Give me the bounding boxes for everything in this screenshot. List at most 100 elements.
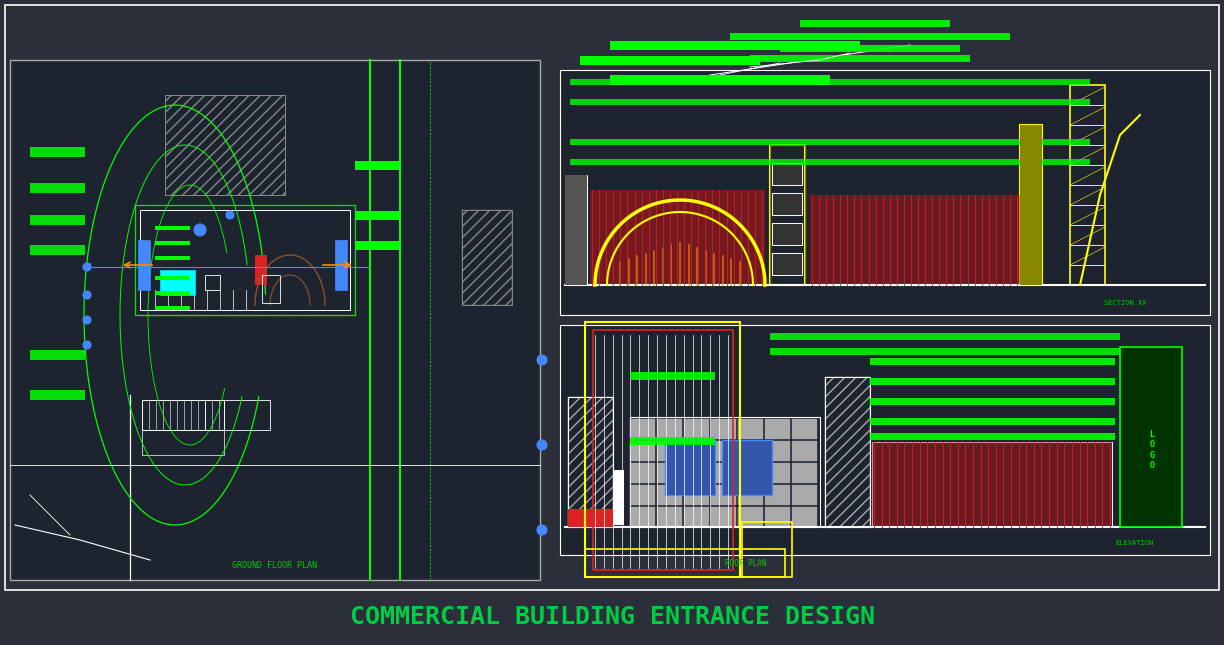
- Bar: [738, 507, 763, 527]
- Bar: [711, 419, 736, 439]
- Bar: [610, 75, 830, 85]
- Bar: [722, 440, 772, 495]
- Bar: [461, 210, 512, 305]
- Bar: [770, 145, 805, 285]
- Circle shape: [193, 224, 206, 236]
- Text: L
O
G
O: L O G O: [1149, 430, 1154, 470]
- Bar: [871, 442, 1111, 527]
- Bar: [580, 56, 760, 65]
- Bar: [585, 322, 741, 577]
- Bar: [561, 70, 1211, 315]
- Bar: [1020, 125, 1042, 285]
- Bar: [870, 418, 1115, 425]
- Bar: [738, 441, 763, 461]
- Bar: [570, 79, 1091, 85]
- Bar: [711, 441, 736, 461]
- Bar: [355, 241, 400, 250]
- Bar: [770, 333, 1120, 340]
- Bar: [138, 240, 151, 290]
- Bar: [155, 276, 190, 280]
- Bar: [630, 485, 655, 505]
- Bar: [561, 325, 1211, 555]
- Bar: [870, 358, 1115, 365]
- Bar: [684, 441, 709, 461]
- Bar: [135, 205, 355, 315]
- Bar: [772, 223, 802, 245]
- Text: GROUND FLOOR PLAN: GROUND FLOOR PLAN: [233, 561, 317, 570]
- Bar: [142, 430, 224, 455]
- Bar: [770, 145, 805, 285]
- Bar: [630, 437, 715, 445]
- Bar: [772, 253, 802, 275]
- Bar: [610, 41, 860, 50]
- Text: ROOF PLAN: ROOF PLAN: [725, 559, 766, 568]
- Text: SECTION XX: SECTION XX: [1104, 300, 1146, 306]
- Bar: [871, 442, 1111, 527]
- Bar: [657, 507, 682, 527]
- Bar: [155, 256, 190, 260]
- Bar: [565, 175, 588, 285]
- Circle shape: [83, 316, 91, 324]
- Bar: [870, 398, 1115, 405]
- Circle shape: [537, 525, 547, 535]
- Bar: [561, 325, 1211, 555]
- Bar: [461, 210, 512, 305]
- Bar: [568, 509, 613, 527]
- Bar: [630, 507, 655, 527]
- Bar: [335, 240, 346, 290]
- Bar: [730, 33, 1010, 40]
- Bar: [742, 522, 792, 577]
- Bar: [684, 485, 709, 505]
- Bar: [630, 463, 655, 483]
- Bar: [590, 190, 765, 285]
- Bar: [657, 441, 682, 461]
- Text: COMMERCIAL BUILDING ENTRANCE DESIGN: COMMERCIAL BUILDING ENTRANCE DESIGN: [350, 605, 874, 629]
- Circle shape: [537, 355, 547, 365]
- Bar: [738, 485, 763, 505]
- Bar: [155, 226, 190, 230]
- Bar: [31, 350, 84, 360]
- Bar: [570, 139, 1091, 145]
- Bar: [711, 507, 736, 527]
- Bar: [792, 441, 816, 461]
- Bar: [765, 485, 789, 505]
- Bar: [665, 440, 715, 495]
- Bar: [10, 60, 540, 580]
- Bar: [592, 330, 733, 570]
- Bar: [255, 255, 267, 285]
- Bar: [657, 463, 682, 483]
- Bar: [800, 20, 950, 27]
- Bar: [155, 306, 190, 310]
- Bar: [135, 205, 355, 315]
- Bar: [565, 175, 588, 285]
- Bar: [568, 397, 613, 527]
- Bar: [31, 147, 84, 157]
- Bar: [1020, 125, 1042, 285]
- Bar: [630, 417, 820, 527]
- Bar: [155, 241, 190, 245]
- Bar: [825, 377, 870, 527]
- Circle shape: [83, 341, 91, 349]
- Bar: [31, 215, 84, 225]
- Bar: [355, 161, 400, 170]
- Bar: [165, 95, 285, 195]
- Bar: [31, 245, 84, 255]
- Bar: [355, 211, 400, 220]
- Bar: [765, 441, 789, 461]
- Bar: [684, 419, 709, 439]
- Bar: [1120, 347, 1182, 527]
- Bar: [630, 441, 655, 461]
- Bar: [684, 463, 709, 483]
- Bar: [31, 390, 84, 400]
- Bar: [765, 463, 789, 483]
- Bar: [142, 400, 224, 430]
- Bar: [870, 378, 1115, 385]
- Circle shape: [226, 211, 234, 219]
- Bar: [792, 485, 816, 505]
- Bar: [657, 419, 682, 439]
- Bar: [570, 99, 1091, 105]
- Bar: [765, 507, 789, 527]
- Bar: [614, 470, 624, 525]
- Bar: [772, 163, 802, 185]
- Bar: [204, 400, 271, 430]
